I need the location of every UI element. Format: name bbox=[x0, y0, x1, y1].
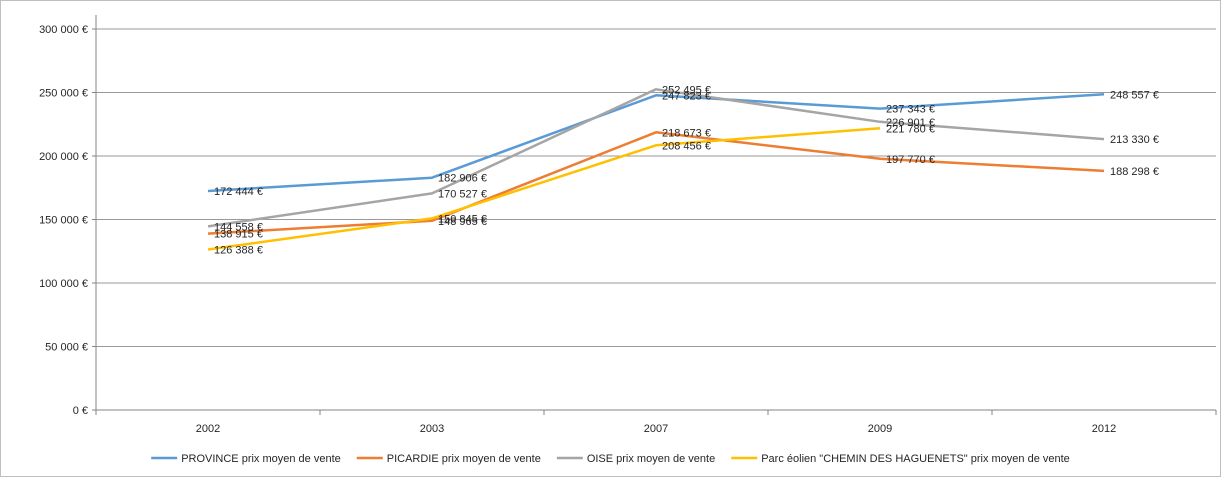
data-label: 126 388 € bbox=[214, 244, 263, 256]
series-line-2 bbox=[207, 88, 1105, 228]
legend: PROVINCE prix moyen de vente PICARDIE pri… bbox=[151, 453, 1070, 465]
data-label: 197 770 € bbox=[886, 154, 935, 166]
series-line-1 bbox=[207, 131, 1105, 235]
data-label: 247 823 € bbox=[662, 90, 711, 102]
data-label: 237 343 € bbox=[886, 104, 935, 116]
y-tick-label: 0 € bbox=[73, 405, 88, 417]
data-labels: 172 444 € 182 906 € 247 823 € 237 343 € 248 … bbox=[214, 84, 1159, 256]
data-label: 252 495 € bbox=[662, 84, 711, 96]
gridlines bbox=[96, 28, 1216, 347]
y-tick-label: 200 000 € bbox=[39, 151, 88, 163]
data-label: 218 673 € bbox=[662, 127, 711, 139]
x-tick-label: 2002 bbox=[196, 423, 220, 435]
y-axis-ticks: 0 € 50 000 € 100 000 € 150 000 € 200 000 € 25… bbox=[39, 24, 88, 417]
data-label: 213 330 € bbox=[1110, 134, 1159, 146]
data-label: 138 915 € bbox=[214, 229, 263, 241]
y-tick-label: 100 000 € bbox=[39, 278, 88, 290]
data-label: 182 906 € bbox=[438, 173, 487, 185]
legend-label: PICARDIE prix moyen de vente bbox=[387, 453, 541, 465]
x-tick-label: 2003 bbox=[420, 423, 444, 435]
axes bbox=[92, 15, 1217, 415]
x-tick-label: 2012 bbox=[1092, 423, 1116, 435]
y-tick-label: 50 000 € bbox=[45, 342, 88, 354]
series-line-3 bbox=[207, 127, 881, 251]
data-label: 248 557 € bbox=[1110, 89, 1159, 101]
x-tick-label: 2007 bbox=[644, 423, 668, 435]
x-axis-ticks: 2002 2003 2007 2009 2012 bbox=[196, 423, 1116, 435]
data-label: 226 901 € bbox=[886, 117, 935, 129]
legend-item-3: Parc éolien "CHEMIN DES HAGUENETS" prix … bbox=[731, 453, 1070, 465]
legend-label: OISE prix moyen de vente bbox=[587, 453, 715, 465]
y-tick-label: 300 000 € bbox=[39, 24, 88, 36]
data-label: 188 298 € bbox=[1110, 166, 1159, 178]
series-lines bbox=[207, 88, 1105, 251]
legend-item-2: OISE prix moyen de vente bbox=[556, 453, 715, 465]
data-label: 150 845 € bbox=[438, 213, 487, 225]
data-label: 208 456 € bbox=[662, 140, 711, 152]
data-label: 172 444 € bbox=[214, 186, 263, 198]
x-tick-label: 2009 bbox=[868, 423, 892, 435]
legend-item-1: PICARDIE prix moyen de vente bbox=[356, 453, 541, 465]
legend-item-0: PROVINCE prix moyen de vente bbox=[151, 453, 341, 465]
data-label: 221 780 € bbox=[886, 123, 935, 135]
legend-label: Parc éolien "CHEMIN DES HAGUENETS" prix … bbox=[761, 453, 1070, 465]
data-label: 170 527 € bbox=[438, 188, 487, 200]
y-tick-label: 150 000 € bbox=[39, 215, 88, 227]
legend-label: PROVINCE prix moyen de vente bbox=[181, 453, 341, 465]
y-tick-label: 250 000 € bbox=[39, 88, 88, 100]
series-line-0 bbox=[207, 93, 1105, 193]
data-label: 148 965 € bbox=[438, 216, 487, 228]
data-label: 144 558 € bbox=[214, 221, 263, 233]
